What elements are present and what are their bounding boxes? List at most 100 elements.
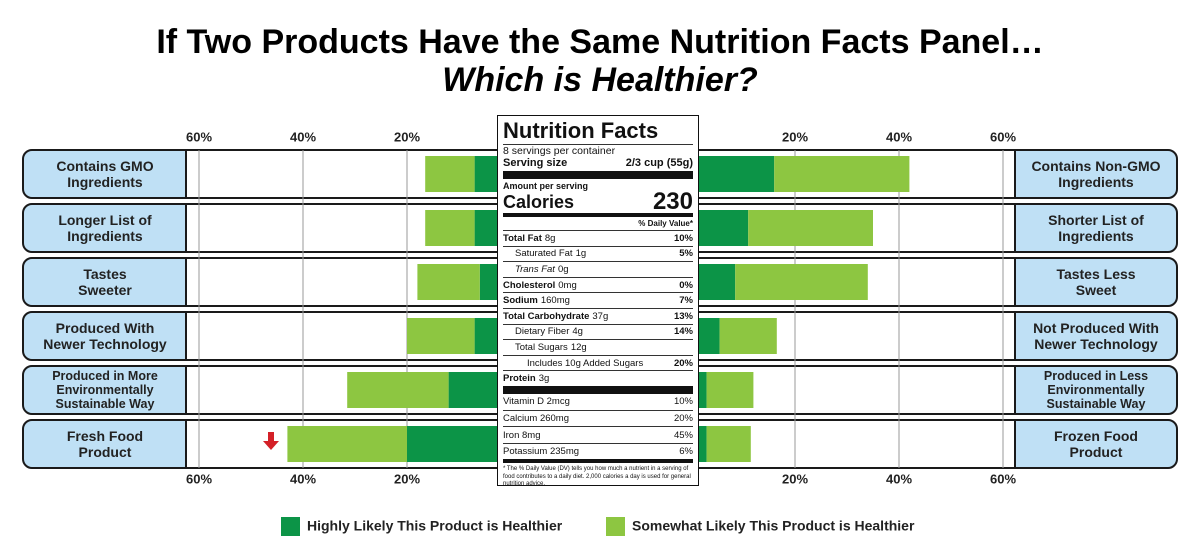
legend-swatch bbox=[281, 517, 300, 536]
nf-serving-size-value: 2/3 cup (55g) bbox=[625, 157, 693, 169]
chart-subtitle: Which is Healthier? bbox=[442, 61, 758, 99]
x-tick-label: 60% bbox=[990, 471, 1016, 486]
nf-nutrient: Trans Fat bbox=[515, 263, 555, 275]
nf-amount: 12g bbox=[570, 341, 587, 353]
nf-row: Sodium 160mg 7% bbox=[503, 292, 693, 308]
nf-nutrient: Dietary Fiber bbox=[515, 326, 570, 338]
nf-servings: 8 servings per container bbox=[503, 144, 693, 157]
chart-title: If Two Products Have the Same Nutrition … bbox=[156, 23, 1043, 61]
nf-row-left: Cholesterol 0mg bbox=[503, 280, 577, 291]
x-tick-label: 40% bbox=[290, 471, 316, 486]
bar bbox=[706, 426, 751, 462]
x-tick-label: 40% bbox=[886, 129, 912, 144]
row-label: Frozen Food Product bbox=[1054, 428, 1138, 460]
bar bbox=[425, 210, 475, 246]
nf-dv: 13% bbox=[673, 310, 693, 322]
row-label: Not Produced With Newer Technology bbox=[1033, 320, 1159, 352]
nf-calories-label: Calories bbox=[503, 192, 575, 212]
nf-row: Total Sugars 12g bbox=[503, 339, 693, 355]
x-tick-label: 40% bbox=[290, 129, 316, 144]
nf-amount: 4g bbox=[572, 326, 583, 338]
nf-row: Total Carbohydrate 37g 13% bbox=[503, 307, 693, 324]
nf-row-left: Saturated Fat 1g bbox=[503, 248, 586, 259]
bar bbox=[691, 156, 775, 192]
nf-vitamin-row: Potassium 235mg 6% bbox=[503, 442, 693, 460]
nf-dv-header: % Daily Value* bbox=[638, 219, 693, 228]
legend-label: Highly Likely This Product is Healthier bbox=[307, 518, 563, 534]
nf-amount: 0mg bbox=[558, 279, 577, 291]
bar bbox=[287, 426, 407, 462]
nf-dv: 20% bbox=[673, 357, 693, 369]
nf-row: Protein 3g bbox=[503, 370, 693, 386]
nf-vitamin: Iron 8mg bbox=[503, 429, 541, 441]
row-label: Produced in More Environmentally Sustain… bbox=[52, 369, 158, 411]
legend-swatch bbox=[606, 517, 625, 536]
nf-row-left: Total Sugars 12g bbox=[503, 342, 587, 353]
nf-amount: 0g bbox=[557, 263, 569, 275]
nf-amount: 160mg bbox=[540, 295, 570, 307]
bar bbox=[425, 156, 475, 192]
nf-dv: 7% bbox=[679, 295, 693, 307]
nf-dv: 0% bbox=[679, 279, 693, 291]
x-tick-label: 60% bbox=[186, 471, 212, 486]
nf-row: Saturated Fat 1g 5% bbox=[503, 245, 693, 262]
bar bbox=[748, 210, 873, 246]
x-tick-label: 20% bbox=[782, 129, 808, 144]
nf-vitamin-dv: 6% bbox=[679, 446, 693, 458]
nutrition-facts-panel: Nutrition Facts 8 servings per container… bbox=[497, 115, 699, 489]
legend-label: Somewhat Likely This Product is Healthie… bbox=[632, 518, 915, 534]
nf-amount: 8g bbox=[544, 232, 556, 244]
bar bbox=[735, 264, 868, 300]
row-label: Fresh Food Product bbox=[66, 428, 144, 460]
nf-dv: 10% bbox=[673, 232, 693, 244]
row-label: Contains Non-GMO Ingredients bbox=[1031, 158, 1161, 190]
nf-row-left: Total Carbohydrate 37g bbox=[503, 311, 608, 322]
bar bbox=[719, 318, 777, 354]
nf-row-left: Includes 10g Added Sugars bbox=[503, 358, 643, 369]
nf-vitamin-dv: 10% bbox=[673, 396, 693, 408]
nf-serving-size-label: Serving size bbox=[503, 157, 568, 169]
nf-amount: 3g bbox=[538, 373, 550, 385]
bar bbox=[691, 210, 749, 246]
row-label: Contains GMO Ingredients bbox=[56, 158, 154, 190]
arrow-icon bbox=[263, 432, 279, 450]
nf-row: Total Fat 8g 10% bbox=[503, 230, 693, 246]
nf-vitamin: Calcium 260mg bbox=[503, 413, 569, 425]
nf-title: Nutrition Facts bbox=[503, 118, 659, 143]
x-tick-label: 20% bbox=[782, 471, 808, 486]
x-tick-label: 60% bbox=[990, 129, 1016, 144]
x-tick-label: 60% bbox=[186, 129, 212, 144]
nf-amount: Amount per serving bbox=[503, 181, 589, 191]
nf-footnote: * The % Daily Value (DV) tells you how m… bbox=[503, 459, 693, 489]
nf-vitamin-row: Vitamin D 2mcg 10% bbox=[503, 394, 693, 410]
nf-nutrient: Total Carbohydrate bbox=[503, 310, 590, 322]
nf-nutrient: Total Sugars bbox=[515, 341, 568, 353]
x-tick-label: 20% bbox=[394, 471, 420, 486]
bar bbox=[407, 318, 475, 354]
nf-row-left: Trans Fat 0g bbox=[503, 264, 569, 275]
nf-nutrient: Sodium bbox=[503, 295, 538, 307]
nf-rows: Total Fat 8g 10% Saturated Fat 1g 5% Trans Fat… bbox=[503, 230, 693, 386]
nf-amount: 1g bbox=[575, 248, 587, 260]
nf-row-left: Protein 3g bbox=[503, 373, 549, 384]
nf-calories-value: 230 bbox=[652, 188, 693, 215]
x-tick-label: 40% bbox=[886, 471, 912, 486]
nf-vitamin: Vitamin D 2mcg bbox=[503, 396, 570, 408]
nf-vitamins: Vitamin D 2mcg 10% Calcium 260mg 20% Iron 8m… bbox=[503, 385, 693, 460]
nf-serving-size: Serving size 2/3 cup (55g) bbox=[503, 157, 693, 179]
row-label: Tastes Sweeter bbox=[78, 266, 132, 298]
nf-amount: 37g bbox=[592, 310, 609, 322]
nf-nutrient: Saturated Fat bbox=[515, 248, 573, 260]
bar bbox=[407, 426, 511, 462]
nf-nutrient: Protein bbox=[503, 373, 536, 385]
x-tick-label: 20% bbox=[394, 129, 420, 144]
nf-row-left: Dietary Fiber 4g bbox=[503, 326, 583, 337]
row-label: Produced in Less Environmentally Sustain… bbox=[1043, 369, 1149, 411]
nf-row-left: Total Fat 8g bbox=[503, 233, 555, 244]
nf-row: Includes 10g Added Sugars 20% bbox=[503, 354, 693, 371]
row-label: Tastes Less Sweet bbox=[1056, 266, 1136, 298]
nf-nutrient: Total Fat bbox=[503, 232, 542, 244]
bar bbox=[347, 372, 449, 408]
nf-vitamin: Potassium 235mg bbox=[503, 446, 580, 458]
